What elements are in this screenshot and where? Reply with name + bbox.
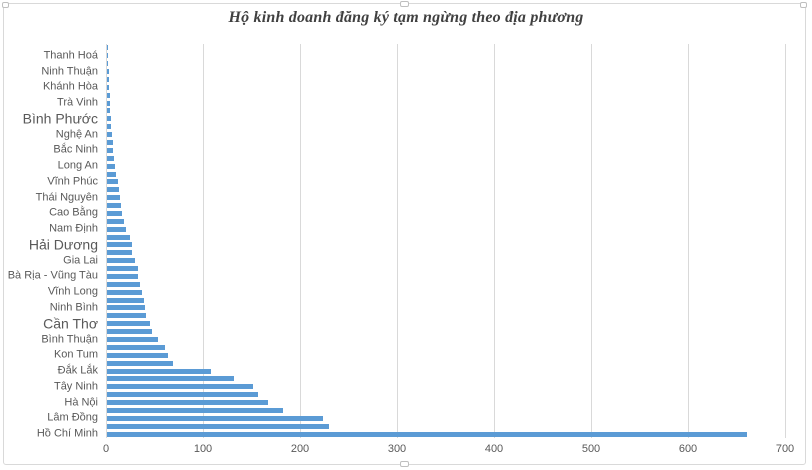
bar[interactable] [107, 116, 111, 122]
bar[interactable] [107, 218, 125, 224]
bar[interactable] [107, 392, 259, 398]
category-label: Ninh Thuận [41, 65, 98, 78]
gridline-x-300 [397, 44, 398, 438]
bar[interactable] [107, 281, 140, 287]
x-tick-label: 100 [193, 443, 213, 455]
bar[interactable] [107, 179, 118, 185]
bar[interactable] [107, 226, 127, 232]
gridline-x-400 [494, 44, 495, 438]
x-tick-label: 600 [678, 443, 698, 455]
bar[interactable] [107, 124, 111, 130]
bar[interactable] [107, 132, 112, 138]
bar[interactable] [107, 368, 211, 374]
bar[interactable] [107, 313, 146, 319]
bar[interactable] [107, 203, 121, 209]
category-label: Tây Ninh [53, 380, 98, 393]
category-label: Hải Dương [28, 236, 98, 253]
bar[interactable] [107, 250, 133, 256]
bar[interactable] [107, 61, 108, 67]
resize-handle-top-center[interactable] [399, 1, 409, 7]
bar[interactable] [107, 344, 166, 350]
x-tick-label: 0 [102, 443, 110, 455]
bar[interactable] [107, 187, 119, 193]
bar[interactable] [107, 431, 748, 437]
gridline-x-700 [785, 44, 786, 438]
bar[interactable] [107, 289, 142, 295]
bar[interactable] [107, 423, 330, 429]
category-label: Thái Nguyên [35, 191, 98, 204]
bar[interactable] [107, 407, 283, 413]
bar[interactable] [107, 266, 139, 272]
gridline-x-200 [300, 44, 301, 438]
category-label: Cao Bằng [49, 206, 98, 219]
x-tick-label: 400 [484, 443, 504, 455]
x-tick-label: 300 [387, 443, 407, 455]
chart-title[interactable]: Hộ kinh doanh đăng ký tạm ngừng theo địa… [228, 9, 584, 26]
bar[interactable] [107, 195, 120, 201]
category-label: Bắc Ninh [53, 143, 98, 156]
category-label: Nghệ An [55, 128, 98, 141]
bar[interactable] [107, 84, 109, 90]
bar[interactable] [107, 155, 114, 161]
category-label: Trà Vinh [57, 96, 98, 109]
bar[interactable] [107, 92, 110, 98]
resize-handle-top-left[interactable] [2, 2, 9, 8]
gridline-x-0 [106, 44, 107, 438]
bar[interactable] [107, 273, 139, 279]
resize-handle-top-right[interactable] [800, 2, 807, 8]
bar[interactable] [107, 258, 136, 264]
category-label: Hồ Chí Minh [36, 427, 98, 440]
category-label: Long An [57, 159, 98, 172]
bar[interactable] [107, 415, 324, 421]
x-tick-label: 700 [775, 443, 795, 455]
category-label: Đắk Lắk [57, 364, 98, 377]
bar[interactable] [107, 400, 269, 406]
category-label: Thanh Hoá [43, 49, 98, 62]
category-label: Vĩnh Phúc [47, 175, 98, 188]
bar[interactable] [107, 53, 108, 59]
bar[interactable] [107, 384, 254, 390]
gridline-x-600 [688, 44, 689, 438]
bar[interactable] [107, 100, 110, 106]
category-label: Bình Phước [22, 110, 98, 127]
gridline-x-100 [203, 44, 204, 438]
bar[interactable] [107, 171, 116, 177]
category-label: Nam Định [49, 222, 98, 235]
bar[interactable] [107, 210, 122, 216]
bar[interactable] [107, 76, 109, 82]
bar[interactable] [107, 147, 113, 153]
bar[interactable] [107, 108, 110, 114]
category-label: Gia Lai [63, 254, 98, 267]
bar[interactable] [107, 376, 235, 382]
bar[interactable] [107, 352, 169, 358]
bar[interactable] [107, 234, 131, 240]
x-tick-label: 200 [290, 443, 310, 455]
category-label: Vĩnh Long [47, 285, 98, 298]
bar[interactable] [107, 329, 152, 335]
x-tick-label: 500 [581, 443, 601, 455]
gridline-x-500 [591, 44, 592, 438]
category-label: Bình Thuận [41, 333, 98, 345]
bar[interactable] [107, 45, 108, 51]
resize-handle-bottom-center[interactable] [399, 461, 409, 467]
bar[interactable] [107, 140, 113, 145]
category-label: Bà Rịa - Vũng Tàu [7, 269, 98, 282]
bar[interactable] [107, 69, 109, 75]
bar[interactable] [107, 321, 150, 327]
category-label: Ninh Bình [49, 301, 98, 314]
category-label: Cần Thơ [43, 315, 98, 332]
category-label: Hà Nội [64, 396, 98, 409]
bar[interactable] [107, 337, 159, 342]
bar[interactable] [107, 297, 144, 303]
bar[interactable] [107, 305, 145, 311]
bar[interactable] [107, 242, 133, 248]
bar[interactable] [107, 163, 115, 169]
category-label: Khánh Hòa [42, 80, 98, 93]
category-label: Kon Tum [53, 348, 98, 361]
category-label: Lâm Đồng [47, 411, 98, 424]
bar[interactable] [107, 360, 173, 366]
